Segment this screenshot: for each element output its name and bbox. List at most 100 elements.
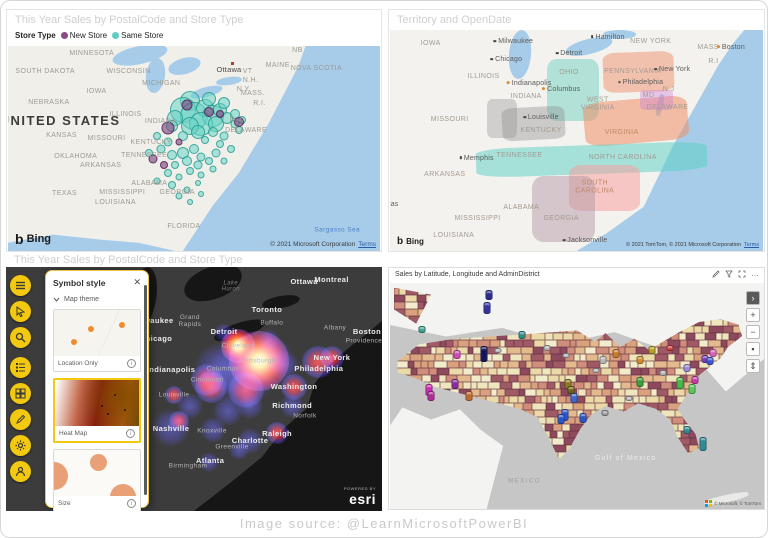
filter-icon[interactable] bbox=[725, 270, 733, 278]
sales-bubble[interactable] bbox=[198, 190, 205, 197]
marker-cylinder[interactable] bbox=[562, 352, 570, 358]
sales-bubble[interactable] bbox=[187, 198, 194, 205]
sales-bubble[interactable] bbox=[156, 144, 166, 153]
gear-button[interactable] bbox=[10, 435, 31, 456]
menu-button[interactable] bbox=[10, 275, 31, 296]
sales-bubble[interactable] bbox=[181, 99, 193, 111]
sales-bubble[interactable] bbox=[166, 149, 177, 160]
marker-cylinder[interactable] bbox=[636, 355, 644, 364]
sales-bubble[interactable] bbox=[189, 143, 199, 154]
marker-cylinder[interactable] bbox=[483, 301, 491, 314]
sales-bubble[interactable] bbox=[148, 154, 158, 164]
marker-cylinder[interactable] bbox=[683, 363, 691, 372]
bubble-map-canvas[interactable]: MINNESOTA SOUTH DAKOTA WISCONSIN MICHIGAN IO… bbox=[8, 46, 380, 251]
admin-map-canvas[interactable]: Gulf of Mexico MEXICO › + − ▪ ⇕ © Micros… bbox=[390, 283, 764, 509]
sales-bubble[interactable] bbox=[183, 186, 191, 193]
sales-bubble[interactable] bbox=[233, 116, 244, 127]
territory-region[interactable] bbox=[486, 98, 517, 139]
zoom-out-button[interactable]: − bbox=[746, 325, 760, 339]
terms-link[interactable]: Terms bbox=[358, 241, 376, 248]
marker-cylinder[interactable] bbox=[676, 376, 684, 389]
marker-cylinder[interactable] bbox=[465, 391, 473, 402]
search-button[interactable] bbox=[10, 327, 31, 348]
sales-bubble[interactable] bbox=[175, 192, 183, 200]
sales-bubble[interactable] bbox=[207, 127, 218, 138]
card-location-only[interactable]: Location Only i bbox=[53, 309, 141, 372]
marker-cylinder[interactable] bbox=[494, 348, 502, 354]
sales-bubble[interactable] bbox=[217, 97, 230, 110]
marker-cylinder[interactable] bbox=[570, 393, 578, 404]
sales-bubble[interactable] bbox=[163, 169, 172, 178]
marker-cylinder[interactable] bbox=[666, 344, 674, 351]
marker-cylinder[interactable] bbox=[418, 325, 426, 333]
sales-bubble[interactable] bbox=[219, 131, 229, 141]
marker-cylinder[interactable] bbox=[451, 378, 459, 389]
sales-bubble[interactable] bbox=[220, 157, 228, 165]
territory-map-canvas[interactable]: IOWA Milwaukee Chicago Detroit Hamilton NEW Y… bbox=[390, 30, 763, 251]
marker-cylinder[interactable] bbox=[480, 345, 488, 362]
marker-cylinder[interactable] bbox=[648, 345, 656, 354]
territory-region[interactable] bbox=[639, 89, 674, 110]
sales-bubble[interactable] bbox=[216, 109, 225, 118]
more-options-icon[interactable]: … bbox=[751, 269, 759, 278]
marker-cylinder[interactable] bbox=[567, 385, 575, 394]
marker-cylinder[interactable] bbox=[659, 369, 667, 376]
marker-cylinder[interactable] bbox=[592, 368, 600, 374]
close-icon[interactable]: ✕ bbox=[133, 277, 141, 287]
marker-cylinder[interactable] bbox=[709, 348, 717, 357]
card-heat-map[interactable]: Heat Map i bbox=[53, 378, 141, 443]
sales-bubble[interactable] bbox=[153, 177, 161, 185]
sales-bubble[interactable] bbox=[201, 136, 210, 145]
tilt-button[interactable]: ⇕ bbox=[746, 359, 760, 373]
focus-mode-icon[interactable] bbox=[738, 270, 746, 278]
legend-item-new-store[interactable]: New Store bbox=[60, 31, 107, 40]
sales-bubble[interactable] bbox=[171, 160, 180, 169]
sales-bubble[interactable] bbox=[203, 106, 214, 117]
dialog-scrollbar[interactable] bbox=[144, 285, 147, 495]
card-size[interactable]: Size i bbox=[53, 449, 141, 511]
sales-bubble[interactable] bbox=[209, 165, 217, 173]
marker-cylinder[interactable] bbox=[706, 356, 714, 365]
sales-bubble[interactable] bbox=[160, 160, 169, 169]
info-icon[interactable]: i bbox=[126, 429, 135, 438]
sales-bubble[interactable] bbox=[175, 138, 183, 146]
marker-cylinder[interactable] bbox=[427, 391, 435, 402]
sales-bubble[interactable] bbox=[197, 171, 205, 179]
marker-cylinder[interactable] bbox=[636, 376, 644, 387]
sales-bubble[interactable] bbox=[163, 137, 173, 147]
info-icon[interactable]: i bbox=[127, 359, 136, 368]
heat-map-canvas[interactable]: Ottawa Montreal Lake Huron Toronto Buffalo Al… bbox=[6, 267, 382, 511]
sales-bubble[interactable] bbox=[177, 131, 188, 142]
marker-cylinder[interactable] bbox=[579, 413, 587, 424]
sales-bubble[interactable] bbox=[211, 148, 221, 158]
chevron-down-icon[interactable] bbox=[53, 297, 60, 302]
reset-view-button[interactable]: ▪ bbox=[746, 342, 760, 356]
marker-cylinder[interactable] bbox=[453, 349, 461, 359]
marker-cylinder[interactable] bbox=[485, 289, 493, 300]
marker-cylinder[interactable] bbox=[599, 355, 607, 364]
legend-item-same-store[interactable]: Same Store bbox=[112, 31, 163, 40]
marker-cylinder[interactable] bbox=[699, 437, 707, 452]
marker-cylinder[interactable] bbox=[543, 344, 551, 351]
marker-cylinder[interactable] bbox=[691, 375, 699, 384]
sales-bubble[interactable] bbox=[186, 167, 195, 176]
sales-bubble[interactable] bbox=[216, 140, 225, 149]
sales-bubble[interactable] bbox=[167, 181, 176, 190]
sales-bubble[interactable] bbox=[227, 144, 236, 153]
sales-bubble[interactable] bbox=[193, 160, 203, 170]
terms-link[interactable]: Terms bbox=[744, 242, 759, 248]
sales-bubble[interactable] bbox=[161, 121, 175, 135]
sales-bubble[interactable] bbox=[152, 132, 161, 141]
zoom-in-button[interactable]: + bbox=[746, 308, 760, 322]
marker-cylinder[interactable] bbox=[518, 330, 526, 339]
marker-cylinder[interactable] bbox=[625, 395, 633, 401]
sales-bubble[interactable] bbox=[201, 92, 216, 107]
layers-button[interactable] bbox=[10, 357, 31, 378]
marker-cylinder[interactable] bbox=[688, 383, 696, 394]
sales-bubble[interactable] bbox=[190, 125, 205, 140]
pointer-button[interactable] bbox=[10, 301, 31, 322]
collapse-button[interactable]: › bbox=[746, 291, 760, 305]
sales-bubble[interactable] bbox=[175, 173, 183, 181]
sales-bubble[interactable] bbox=[181, 155, 192, 166]
sales-bubble[interactable] bbox=[204, 156, 213, 165]
